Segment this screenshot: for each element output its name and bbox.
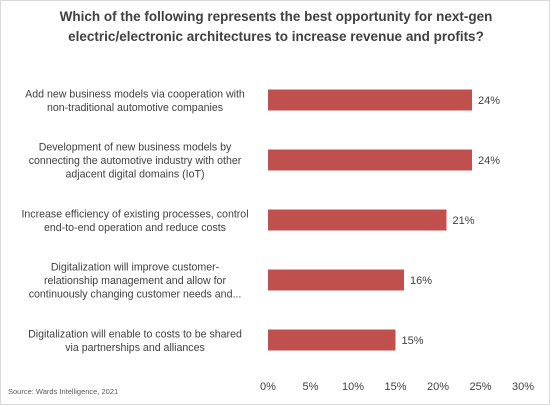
x-tick-label-6: 25%: [469, 381, 491, 393]
x-tick-label-7: 30%: [512, 381, 534, 393]
bar-2: [268, 149, 472, 171]
chart-title: Which of the following represents the be…: [20, 7, 532, 47]
x-tick-label-5: 20%: [427, 381, 449, 393]
category-label-2-line-3: adjacent digital domains (IoT): [66, 169, 205, 181]
chart-title-line-1: Which of the following represents the be…: [59, 9, 493, 24]
category-label-1-line-2: non-traditional automotive companies: [47, 102, 223, 114]
category-label-4-line-2: relationship management and allow for: [44, 275, 226, 287]
category-label-2-line-2: connecting the automotive industry with …: [29, 155, 242, 167]
chart-title-line-2: electric/electronic architectures to inc…: [68, 29, 484, 44]
x-tick-label-4: 15%: [384, 381, 406, 393]
bar-5: [268, 329, 396, 351]
category-label-5: Digitalization will enable to costs to b…: [28, 328, 242, 354]
x-tick-label-2: 5%: [303, 381, 319, 393]
data-label-5: 15%: [402, 335, 424, 347]
category-label-5-line-1: Digitalization will enable to costs to b…: [28, 328, 242, 340]
x-tick-label-1: 0%: [260, 381, 276, 393]
category-label-4: Digitalization will improve customer-rel…: [29, 262, 242, 301]
category-label-4-line-3: continuously changing customer needs and…: [29, 289, 242, 301]
category-label-3: Increase efficiency of existing processe…: [21, 208, 248, 234]
bar-4: [268, 269, 404, 291]
bar-3: [268, 209, 447, 231]
data-label-1: 24%: [478, 95, 500, 107]
category-label-1: Add new business models via cooperation …: [25, 88, 245, 114]
category-label-2: Development of new business models by con…: [29, 142, 242, 181]
category-label-2-line-1: Development of new business models by: [39, 142, 232, 154]
category-label-1-line-1: Add new business models via cooperation …: [25, 88, 245, 100]
source-note: Source: Wards Intelligence, 2021: [8, 387, 119, 396]
bar-1: [268, 89, 472, 111]
data-label-4: 16%: [410, 275, 432, 287]
category-label-3-line-1: Increase efficiency of existing processe…: [21, 208, 248, 220]
category-label-4-line-1: Digitalization will improve customer-: [51, 262, 220, 274]
category-label-3-line-2: end-to-end operation and reduce costs: [44, 222, 226, 234]
data-label-2: 24%: [478, 155, 500, 167]
x-tick-label-3: 10%: [342, 381, 364, 393]
data-label-3: 21%: [453, 215, 475, 227]
category-label-5-line-2: via partnerships and alliances: [65, 342, 205, 354]
